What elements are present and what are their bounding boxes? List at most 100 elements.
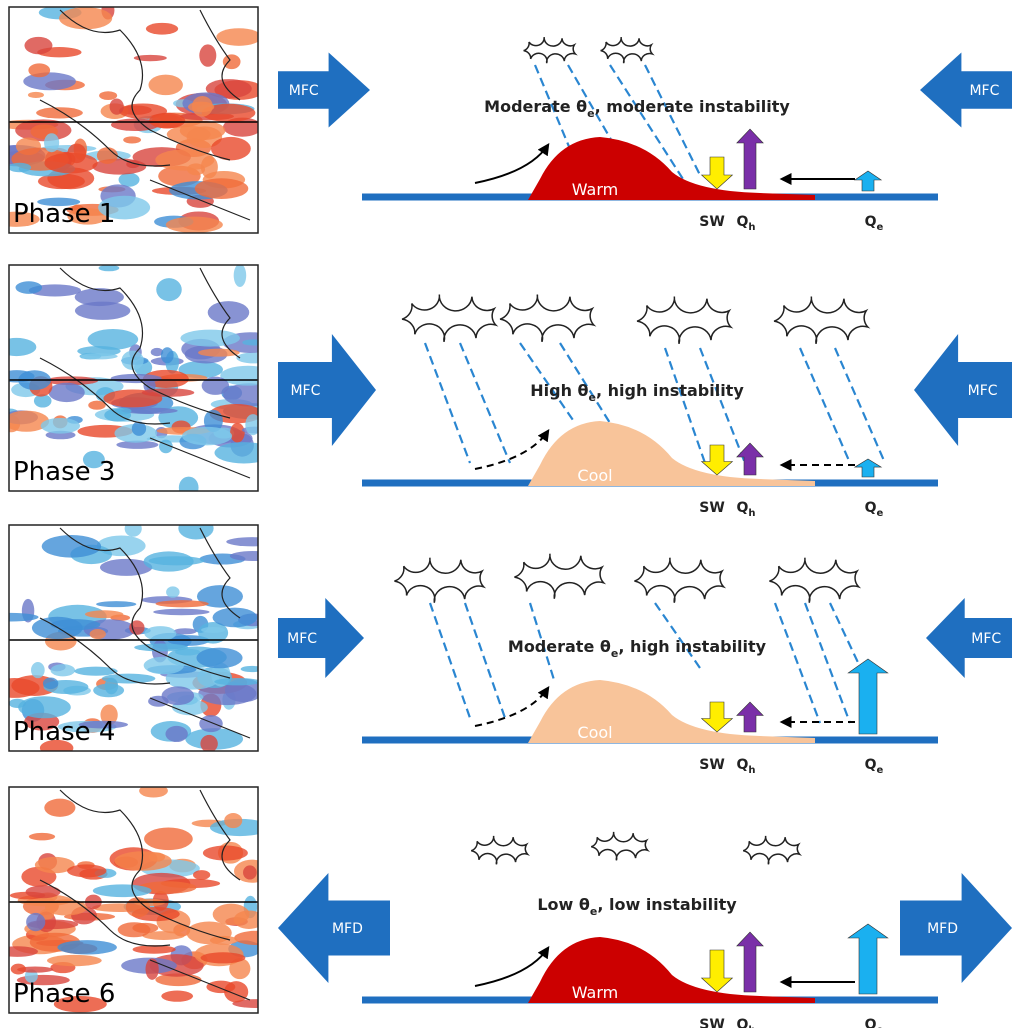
flux-arrow xyxy=(847,658,889,735)
rain xyxy=(423,342,472,464)
land xyxy=(528,137,815,200)
map-anomaly xyxy=(96,147,118,164)
map-anomaly xyxy=(224,813,243,829)
updraft-arrow xyxy=(474,143,550,184)
qe-sub: e xyxy=(877,222,884,233)
map-anomaly xyxy=(243,865,257,880)
map-anomaly xyxy=(26,912,46,932)
qh-text: Q xyxy=(736,1017,748,1028)
map-anomaly xyxy=(93,683,125,698)
land xyxy=(528,937,815,1003)
map-anomaly xyxy=(236,352,258,364)
map-anomaly xyxy=(148,74,183,96)
map-anomaly xyxy=(201,376,230,395)
map-anomaly xyxy=(173,628,197,635)
map-anomaly xyxy=(220,365,258,386)
qh-label: Qh xyxy=(736,1017,755,1028)
flux-arrow xyxy=(700,156,734,190)
map-anomaly xyxy=(79,353,118,360)
coastline xyxy=(39,9,251,221)
flow-label: MFD xyxy=(927,921,958,937)
land-label: Warm xyxy=(572,983,618,1002)
map-anomaly xyxy=(202,845,248,861)
map-anomaly xyxy=(25,885,61,899)
coastline xyxy=(39,527,251,739)
map-anomaly xyxy=(132,922,159,934)
qh-label: Qh xyxy=(736,500,755,519)
land-label: Warm xyxy=(572,180,618,199)
map-anomaly xyxy=(39,739,74,751)
map-anomaly xyxy=(214,678,258,686)
rain xyxy=(428,602,472,719)
heading-rest: , low instability xyxy=(597,895,737,914)
map-anomaly xyxy=(198,348,240,357)
map-anomaly xyxy=(100,704,118,726)
map-anomaly xyxy=(99,91,118,101)
map-anomaly xyxy=(205,79,252,99)
cloud xyxy=(590,831,651,861)
map-anomaly xyxy=(199,715,223,733)
map-anomaly xyxy=(161,686,195,706)
heading-rest: , moderate instability xyxy=(595,97,791,116)
map-anomaly xyxy=(131,421,147,436)
qe-label: Qe xyxy=(865,757,884,776)
map-frame xyxy=(8,524,259,752)
map-anomaly xyxy=(180,329,240,347)
flow-arrow xyxy=(278,873,390,983)
map-anomaly xyxy=(155,600,209,608)
flow-label: MFC xyxy=(971,631,1001,647)
map-anomaly xyxy=(199,44,217,67)
flow-arrow xyxy=(914,334,1012,446)
heading: High θe, high instability xyxy=(530,381,744,404)
map-anomaly xyxy=(57,940,117,955)
map-anomaly xyxy=(101,673,156,684)
heading: Low θe, low instability xyxy=(537,895,737,918)
map-anomaly xyxy=(100,558,153,576)
flow-arrow xyxy=(278,334,376,446)
map-anomaly xyxy=(78,720,128,729)
qe-sub: e xyxy=(877,1025,884,1028)
rain xyxy=(463,602,507,719)
map-anomaly xyxy=(40,417,81,434)
map-anomaly xyxy=(145,22,179,35)
cloud xyxy=(636,296,734,345)
map-anomaly xyxy=(214,442,258,464)
map-anomaly xyxy=(193,870,211,880)
cloud xyxy=(394,557,487,603)
map-anomaly xyxy=(148,556,205,566)
flux-arrow xyxy=(736,128,764,190)
qh-sub: h xyxy=(748,222,755,233)
rain xyxy=(663,347,707,464)
map-anomaly xyxy=(139,787,168,798)
rain xyxy=(654,602,701,669)
map-anomaly xyxy=(144,827,193,851)
map-anomaly xyxy=(145,958,159,980)
flux-arrow xyxy=(736,931,764,993)
map-anomaly xyxy=(37,197,81,207)
map-anomaly xyxy=(229,551,258,562)
qe-text: Q xyxy=(865,757,877,773)
map xyxy=(9,787,258,1013)
sw-label: SW xyxy=(699,757,725,773)
map-anomaly xyxy=(36,107,83,119)
map-anomaly xyxy=(141,388,195,397)
land-label: Cool xyxy=(577,723,612,742)
phase-label: Phase 3 xyxy=(13,457,115,487)
map-anomaly xyxy=(44,899,88,916)
map-anomaly xyxy=(28,63,51,78)
map-anomaly xyxy=(28,832,56,841)
map-anomaly xyxy=(15,281,43,294)
heading-sub: e xyxy=(587,107,594,120)
map-anomaly xyxy=(191,96,213,117)
map-anomaly xyxy=(153,608,210,616)
map-anomaly xyxy=(201,626,225,633)
flux-arrow xyxy=(700,949,734,993)
rain xyxy=(458,342,512,464)
map-anomaly xyxy=(156,278,182,302)
cloud xyxy=(769,557,862,603)
qh-sub: h xyxy=(748,765,755,776)
rain xyxy=(644,64,701,176)
cloud xyxy=(634,557,727,603)
map-anomaly xyxy=(209,935,238,945)
map-anomaly xyxy=(123,136,142,144)
